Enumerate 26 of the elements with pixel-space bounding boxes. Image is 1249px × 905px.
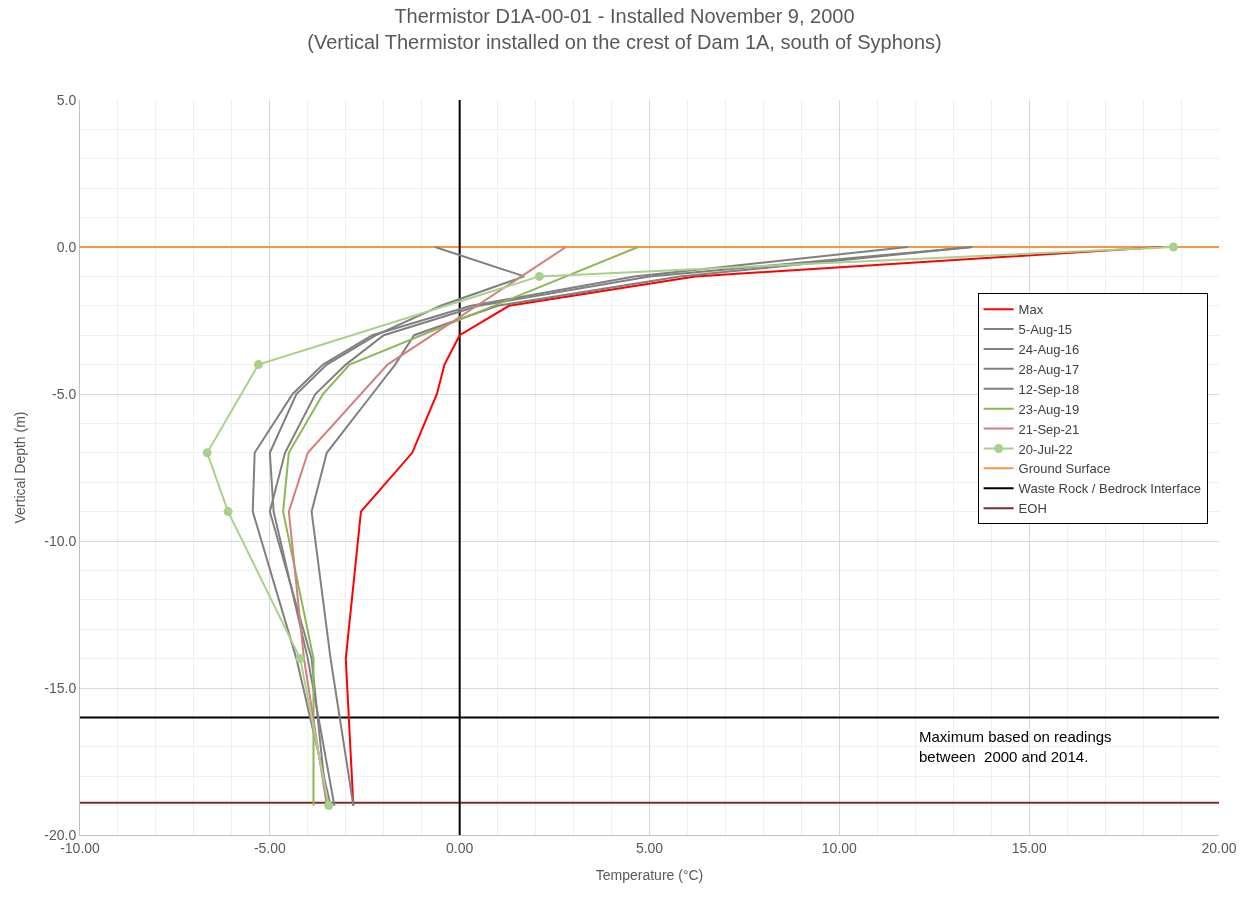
y-tick-label: -5.0 [52,385,77,402]
legend-label: 21-Sep-21 [1018,421,1080,437]
x-tick-label: 0.00 [446,839,474,856]
legend-label: 23-Aug-19 [1018,401,1080,417]
legend-label: 24-Aug-16 [1018,342,1080,358]
x-tick-label: 5.00 [635,839,664,856]
y-axis-title: Vertical Depth (m) [11,411,28,524]
x-tick-label: 20.00 [1201,839,1237,856]
annotation: Maximum based on readings between 2000 and 2014. [919,728,1112,765]
legend-label: Max [1018,302,1044,318]
legend-label: Ground Surface [1018,461,1111,477]
y-tick-label: 0.0 [56,238,77,255]
legend-label: Waste Rock / Bedrock Interface [1018,481,1201,497]
legend-label: 12-Sep-18 [1018,381,1080,397]
x-tick-label: -5.00 [253,839,286,856]
legend-label: EOH [1018,501,1047,517]
x-axis-title: Temperature (°C) [595,867,704,884]
legend-label: 5-Aug-15 [1018,322,1073,338]
x-tick-label: 15.00 [1011,839,1047,856]
y-tick-label: -10.0 [44,532,77,549]
x-tick-label: 10.00 [821,839,858,856]
legend-label: 28-Aug-17 [1018,361,1080,377]
chart-title: Thermistor D1A-00-01 - Installed November 9, 2000 (Vertical Thermistor installed on the crest of Dam 1A, south of Syphons) [307,4,942,53]
legend-label: 20-Jul-22 [1018,441,1073,457]
y-tick-label: -15.0 [44,679,77,696]
y-tick-label: 5.0 [56,91,77,108]
